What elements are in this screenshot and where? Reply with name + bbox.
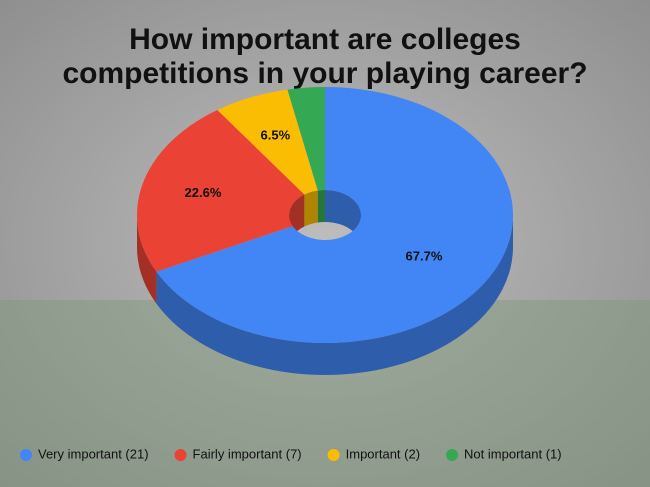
legend-label: Fairly important (7) bbox=[193, 446, 302, 461]
legend-marker bbox=[446, 449, 459, 461]
chart-title: How important are colleges bbox=[129, 23, 521, 56]
value-label: 67.7% bbox=[406, 248, 443, 263]
legend-label: Not important (1) bbox=[464, 446, 562, 461]
slice bbox=[156, 87, 513, 343]
value-label: 6.5% bbox=[261, 128, 291, 143]
slice bbox=[287, 87, 325, 191]
chart-title: competitions in your playing career? bbox=[62, 57, 587, 90]
value-label: 22.6% bbox=[185, 185, 222, 200]
legend-label: Important (2) bbox=[346, 446, 420, 461]
hole-wall bbox=[304, 190, 318, 227]
hole-wall bbox=[325, 190, 361, 247]
legend-marker bbox=[20, 449, 32, 461]
slice bbox=[217, 89, 318, 195]
legend-marker bbox=[174, 449, 187, 461]
slice-side bbox=[137, 215, 157, 304]
legend-marker bbox=[327, 449, 340, 461]
slice-side bbox=[156, 215, 513, 375]
slice bbox=[136, 110, 305, 272]
hole-wall bbox=[317, 190, 325, 223]
legend-label: Very important (21) bbox=[38, 446, 149, 461]
